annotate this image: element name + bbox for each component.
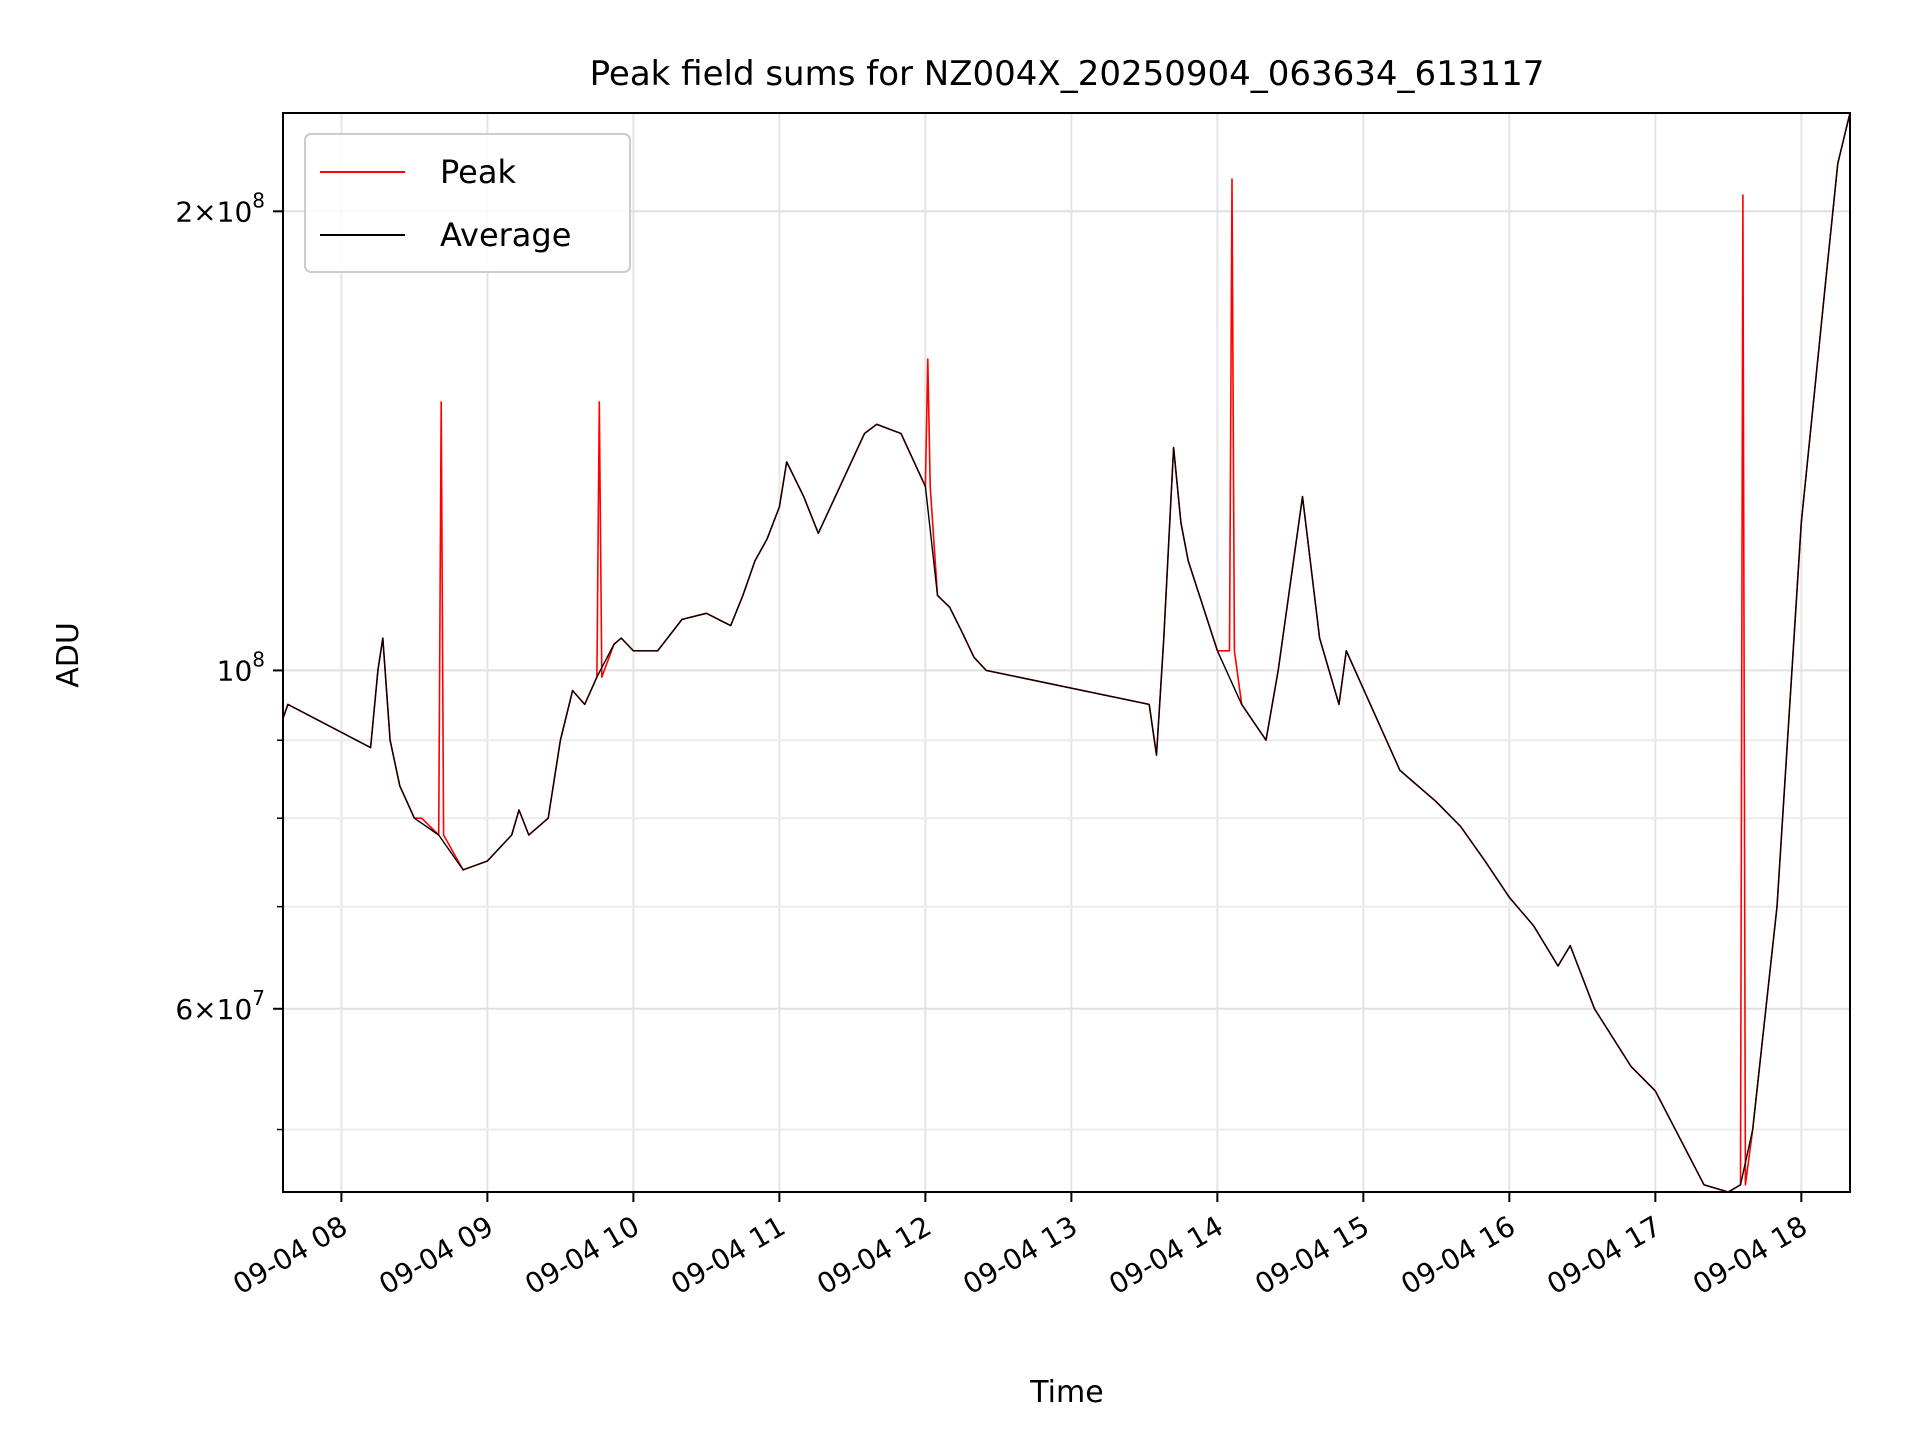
series-line-peak [282,112,1851,1193]
x-tick-label: 09-04 16 [1395,1209,1521,1301]
axes-frame [282,112,1851,1193]
x-tick-label: 09-04 09 [373,1209,499,1301]
y-tick-label: 6×107 [175,986,265,1026]
y-tick-label: 108 [217,647,265,687]
x-tick-label: 09-04 17 [1541,1209,1667,1301]
legend-label-average: Average [440,216,571,254]
legend-label-peak: Peak [440,153,516,191]
chart-title: Peak field sums for NZ004X_20250904_0636… [590,54,1545,94]
x-tick-label: 09-04 08 [227,1209,353,1301]
x-tick-label: 09-04 14 [1103,1209,1229,1301]
x-tick-label: 09-04 13 [957,1209,1083,1301]
x-tick-label: 09-04 12 [811,1209,937,1301]
ticks: 09-04 08 09-04 09 09-04 10 09-04 11 09-04 12… [175,188,1812,1301]
x-axis-label: Time [1029,1375,1103,1410]
grid [283,113,1850,1192]
x-tick-label: 09-04 18 [1687,1209,1813,1301]
series-line-average [282,112,1851,1193]
x-tick-label: 09-04 10 [519,1209,645,1301]
x-tick-label: 09-04 11 [665,1209,791,1301]
y-axis-label: ADU [51,622,86,688]
plot-area [282,112,1851,1193]
axes [282,112,1851,1193]
x-tick-label: 09-04 15 [1249,1209,1375,1301]
y-tick-label: 2×108 [175,188,265,228]
legend-box [304,133,631,273]
legend: Peak Average [304,133,631,273]
